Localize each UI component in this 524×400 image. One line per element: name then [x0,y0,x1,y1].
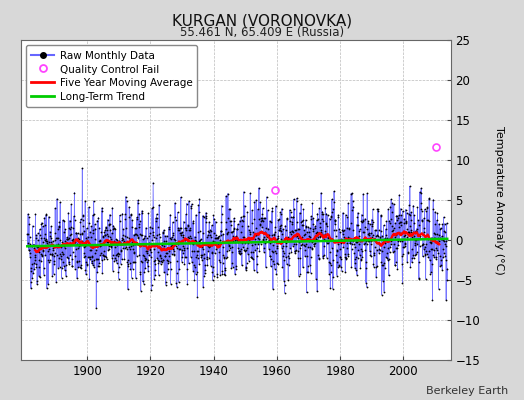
Legend: Raw Monthly Data, Quality Control Fail, Five Year Moving Average, Long-Term Tren: Raw Monthly Data, Quality Control Fail, … [26,45,198,108]
Text: Berkeley Earth: Berkeley Earth [426,386,508,396]
Y-axis label: Temperature Anomaly (°C): Temperature Anomaly (°C) [494,126,504,274]
Text: 55.461 N, 65.409 E (Russia): 55.461 N, 65.409 E (Russia) [180,26,344,39]
Text: KURGAN (VORONOVKA): KURGAN (VORONOVKA) [172,14,352,29]
